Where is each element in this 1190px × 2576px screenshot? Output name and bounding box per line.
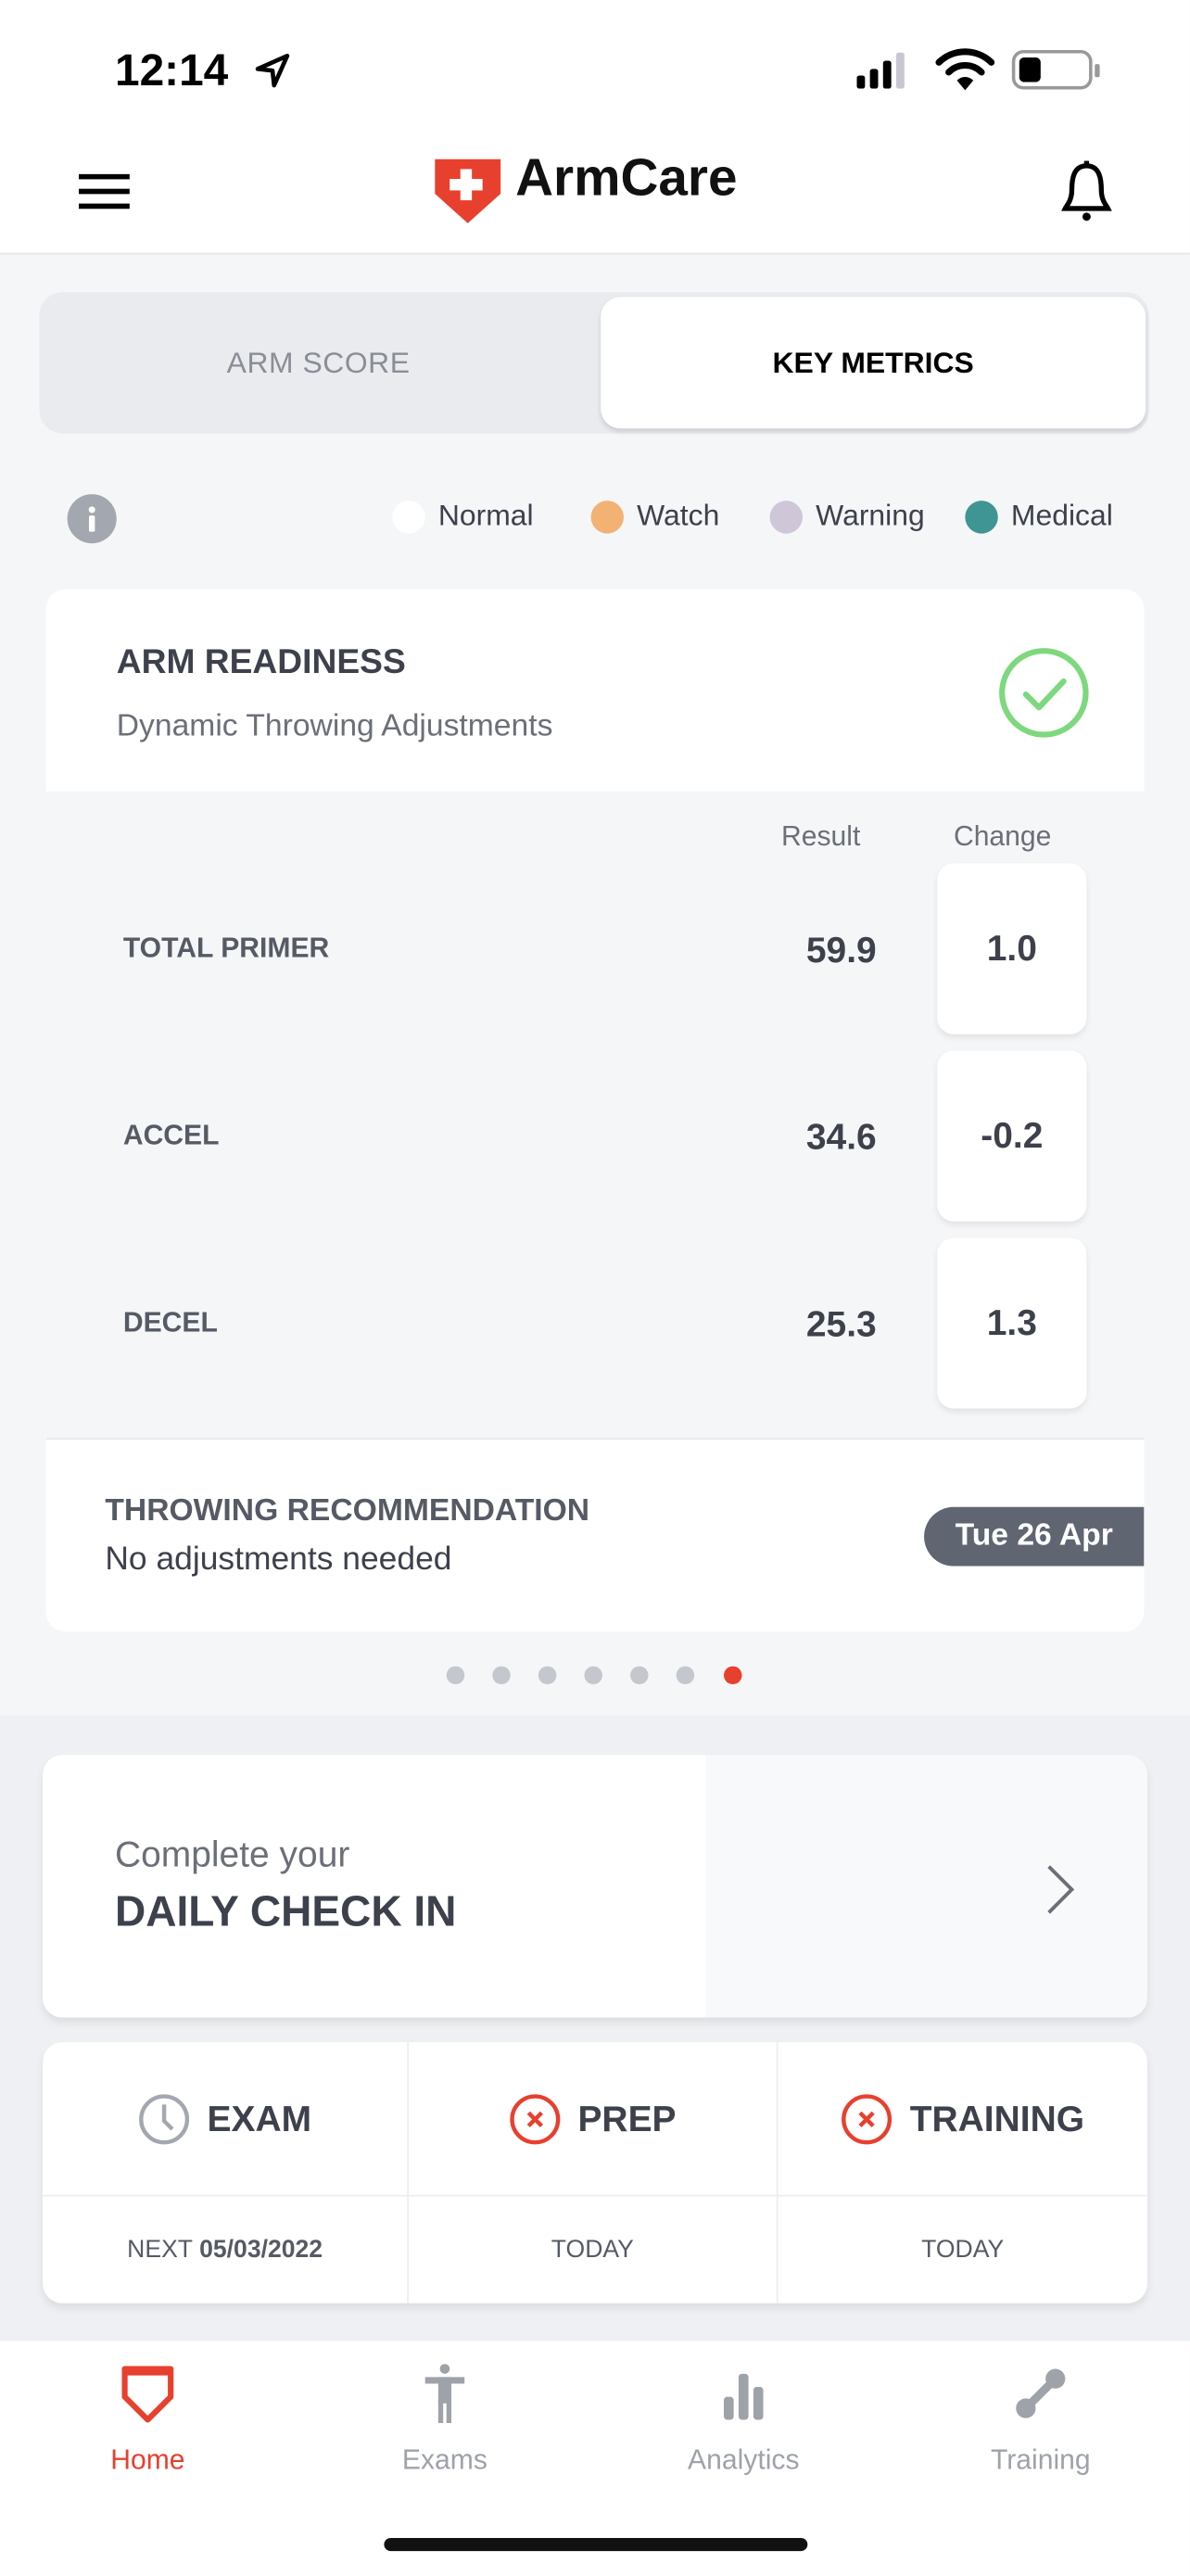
tab-training[interactable]: Training	[943, 2364, 1140, 2477]
legend-watch: Watch	[590, 499, 720, 533]
card-subtitle: Dynamic Throwing Adjustments	[116, 709, 553, 744]
person-icon	[424, 2364, 465, 2423]
legend-label: Medical	[1010, 499, 1113, 532]
metric-label: TOTAL PRIMER	[122, 932, 330, 964]
page-dot[interactable]	[446, 1666, 465, 1685]
page-dot[interactable]	[630, 1666, 649, 1685]
page-dot[interactable]	[492, 1666, 511, 1685]
legend-dot	[769, 500, 804, 533]
legend-label: Warning	[816, 499, 925, 532]
check-in-prompt: Complete your	[114, 1834, 350, 1875]
battery-icon	[1011, 50, 1100, 90]
metric-change: 1.3	[937, 1237, 1087, 1409]
dumbbell-icon	[1016, 2368, 1066, 2418]
arm-readiness-card[interactable]: ARM READINESS Dynamic Throwing Adjustmen…	[45, 589, 1145, 1632]
metric-result: 34.6	[805, 1116, 877, 1158]
metric-result: 25.3	[805, 1303, 877, 1345]
wifi-icon	[935, 48, 995, 91]
check-in-arrow-area	[705, 1755, 1147, 2018]
bell-icon[interactable]	[1060, 160, 1113, 223]
column-header-result: Result	[780, 820, 861, 853]
app-logo: ArmCare	[515, 147, 737, 209]
date-badge: Tue 26 Apr	[924, 1506, 1145, 1567]
prep-label: PREP	[577, 2097, 677, 2138]
signal-icon	[856, 52, 905, 89]
tab-analytics[interactable]: Analytics	[645, 2364, 842, 2477]
home-indicator	[384, 2537, 808, 2552]
page-dot[interactable]	[584, 1666, 602, 1685]
next-date: 05/03/2022	[199, 2236, 323, 2265]
daily-check-in-card[interactable]: Complete your DAILY CHECK IN	[43, 1755, 1147, 2018]
metrics-table: Result Change TOTAL PRIMER 59.9 1.0 ACCE…	[45, 791, 1145, 1440]
exam-next-date: NEXT 05/03/2022	[43, 2196, 409, 2303]
page-dot[interactable]	[676, 1666, 695, 1685]
armcare-logo-icon	[435, 159, 501, 223]
tab-arm-score[interactable]: ARM SCORE	[226, 345, 411, 379]
hamburger-icon[interactable]	[79, 173, 130, 210]
logo-text: ArmCare	[515, 147, 738, 208]
chevron-right-icon	[1047, 1865, 1075, 1914]
metric-change: -0.2	[937, 1050, 1087, 1222]
tab-exams[interactable]: Exams	[347, 2364, 544, 2477]
bottom-tab-bar: Home Exams Analytics Training	[0, 2341, 1190, 2576]
legend-medical: Medical	[965, 499, 1113, 533]
x-circle-icon	[510, 2093, 561, 2144]
training-status[interactable]: TRAINING	[778, 2042, 1147, 2197]
page-dot-active[interactable]	[724, 1666, 742, 1685]
card-title: ARM READINESS	[116, 643, 406, 681]
schedule-card: EXAM PREP TRAINING NEXT 05/03/2022 TODAY…	[43, 2042, 1147, 2303]
check-in-title: DAILY CHECK IN	[114, 1885, 457, 1936]
legend-warning: Warning	[769, 499, 925, 533]
recommendation-title: THROWING RECOMMENDATION	[105, 1493, 590, 1529]
exam-status[interactable]: EXAM	[43, 2042, 409, 2197]
home-plate-icon	[121, 2366, 174, 2423]
metric-change: 1.0	[937, 863, 1087, 1034]
tab-home[interactable]: Home	[49, 2364, 247, 2477]
prep-status[interactable]: PREP	[408, 2042, 779, 2197]
tab-label: Training	[990, 2444, 1091, 2476]
legend-dot	[392, 500, 425, 533]
tab-label: Home	[110, 2444, 185, 2476]
training-when: TODAY	[921, 2236, 1005, 2265]
metric-label: DECEL	[122, 1306, 218, 1339]
info-icon[interactable]	[67, 494, 117, 544]
metric-label: ACCEL	[122, 1119, 220, 1151]
legend-label: Watch	[637, 499, 720, 532]
tab-key-metrics[interactable]: KEY METRICS	[601, 297, 1146, 429]
legend-label: Normal	[437, 499, 534, 532]
metric-result: 59.9	[805, 929, 877, 971]
next-prefix: NEXT	[127, 2236, 194, 2265]
status-time: 12:14	[114, 45, 229, 95]
column-header-change: Change	[953, 820, 1052, 853]
page-dot[interactable]	[538, 1666, 557, 1685]
tab-label: Analytics	[688, 2444, 800, 2476]
exam-label: EXAM	[207, 2097, 312, 2138]
tab-label: Exams	[401, 2444, 487, 2476]
top-header: 12:14 ArmCare	[0, 0, 1190, 255]
x-circle-icon	[842, 2093, 892, 2144]
legend-normal: Normal	[392, 499, 534, 533]
training-label: TRAINING	[909, 2097, 1085, 2138]
recommendation-text: No adjustments needed	[105, 1541, 452, 1578]
prep-when: TODAY	[409, 2196, 779, 2303]
bar-chart-icon	[724, 2373, 764, 2420]
legend-dot	[590, 500, 624, 533]
check-circle-icon	[999, 648, 1089, 738]
clock-icon	[139, 2093, 190, 2144]
location-arrow-icon	[255, 53, 290, 88]
legend-dot	[965, 500, 998, 533]
